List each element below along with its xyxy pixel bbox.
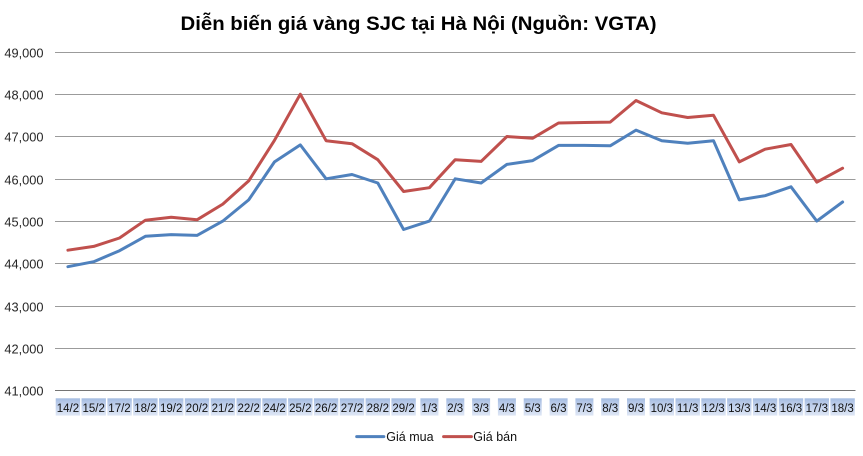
svg-text:17/3: 17/3: [806, 403, 828, 415]
svg-text:48,000: 48,000: [4, 87, 43, 102]
svg-text:18/2: 18/2: [134, 403, 156, 415]
svg-text:49,000: 49,000: [4, 45, 43, 60]
svg-text:24/2: 24/2: [263, 403, 285, 415]
svg-text:21/2: 21/2: [212, 403, 234, 415]
svg-text:5/3: 5/3: [525, 403, 541, 415]
svg-text:47,000: 47,000: [4, 129, 43, 144]
svg-text:42,000: 42,000: [4, 341, 43, 356]
svg-text:15/2: 15/2: [83, 403, 105, 415]
svg-text:19/2: 19/2: [160, 403, 182, 415]
svg-text:20/2: 20/2: [186, 403, 208, 415]
svg-text:45,000: 45,000: [4, 214, 43, 229]
svg-text:9/3: 9/3: [628, 403, 644, 415]
svg-text:41,000: 41,000: [4, 383, 43, 398]
svg-text:16/3: 16/3: [780, 403, 802, 415]
svg-text:7/3: 7/3: [576, 403, 592, 415]
svg-text:10/3: 10/3: [651, 403, 673, 415]
svg-text:2/3: 2/3: [447, 403, 463, 415]
svg-text:1/3: 1/3: [421, 403, 437, 415]
svg-text:4/3: 4/3: [499, 403, 515, 415]
svg-text:12/3: 12/3: [702, 403, 724, 415]
svg-text:6/3: 6/3: [551, 403, 567, 415]
svg-text:14/3: 14/3: [754, 403, 776, 415]
svg-text:44,000: 44,000: [4, 256, 43, 271]
svg-text:29/2: 29/2: [392, 403, 414, 415]
svg-text:8/3: 8/3: [602, 403, 618, 415]
svg-text:28/2: 28/2: [367, 403, 389, 415]
svg-text:18/3: 18/3: [831, 403, 853, 415]
svg-text:25/2: 25/2: [289, 403, 311, 415]
svg-text:Diễn biến giá vàng SJC tại Hà: Diễn biến giá vàng SJC tại Hà Nội (Nguồn…: [181, 13, 657, 35]
svg-text:Giá bán: Giá bán: [473, 430, 517, 444]
svg-text:46,000: 46,000: [4, 172, 43, 187]
svg-text:43,000: 43,000: [4, 299, 43, 314]
svg-text:17/2: 17/2: [108, 403, 130, 415]
svg-text:11/3: 11/3: [677, 403, 699, 415]
svg-text:Giá mua: Giá mua: [386, 430, 433, 444]
svg-text:13/3: 13/3: [728, 403, 750, 415]
svg-text:22/2: 22/2: [238, 403, 260, 415]
svg-text:3/3: 3/3: [473, 403, 489, 415]
svg-text:14/2: 14/2: [57, 403, 79, 415]
svg-text:27/2: 27/2: [341, 403, 363, 415]
svg-text:26/2: 26/2: [315, 403, 337, 415]
